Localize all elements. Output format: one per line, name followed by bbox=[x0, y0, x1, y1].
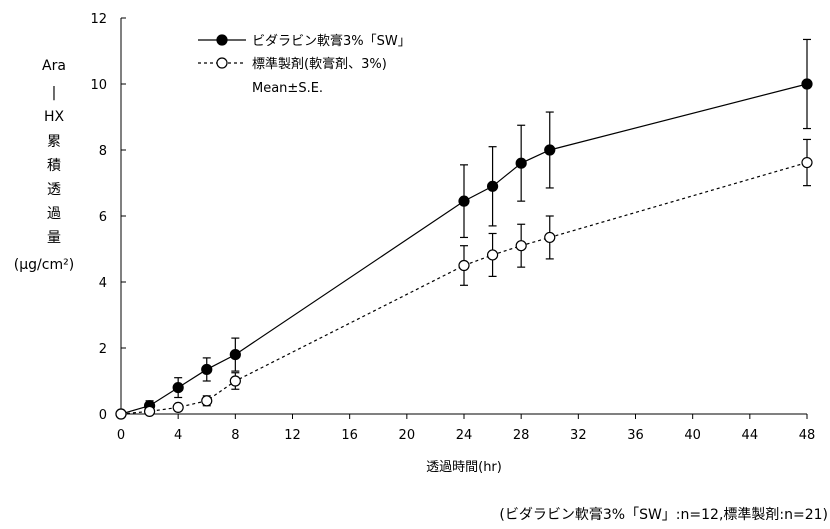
x-tick-label: 28 bbox=[513, 428, 530, 443]
x-tick-label: 16 bbox=[341, 428, 358, 443]
data-point bbox=[201, 363, 213, 376]
y-axis-label-part: Ara bbox=[42, 58, 66, 74]
x-tick-label: 24 bbox=[456, 428, 473, 443]
data-point bbox=[172, 401, 184, 413]
y-tick-label: 6 bbox=[99, 210, 107, 225]
data-point bbox=[115, 408, 127, 420]
series-line bbox=[120, 161, 808, 415]
x-tick-label: 48 bbox=[799, 428, 816, 443]
x-tick-label: 12 bbox=[284, 428, 301, 443]
y-axis-label-part: 量 bbox=[47, 230, 61, 246]
legend-marker bbox=[216, 57, 228, 69]
data-point bbox=[172, 382, 184, 394]
data-point bbox=[801, 78, 813, 90]
data-point bbox=[229, 349, 241, 361]
y-axis-label-part: 過 bbox=[47, 206, 61, 222]
data-point bbox=[229, 375, 241, 387]
legend: ビダラビン軟膏3%「SW」標準製剤(軟膏剤、3%) Mean±S.E. bbox=[198, 33, 411, 96]
footnote: (ビダラビン軟膏3%「SW」:n=12,標準製剤:n=21) bbox=[499, 506, 828, 523]
y-tick-label: 12 bbox=[90, 12, 107, 27]
legend-marker bbox=[216, 34, 228, 46]
x-axis-label: 透過時間(hr) bbox=[426, 460, 502, 475]
data-point bbox=[458, 195, 470, 207]
data-point bbox=[544, 144, 556, 156]
series-1 bbox=[115, 38, 813, 420]
legend-label: 標準製剤(軟膏剤、3%) bbox=[252, 56, 387, 72]
data-point bbox=[458, 259, 470, 272]
y-axis-label-part: 積 bbox=[47, 158, 61, 174]
y-tick-label: 10 bbox=[90, 78, 107, 93]
y-axis-label-part: (μg/cm²) bbox=[14, 257, 74, 273]
x-tick-label: 32 bbox=[570, 428, 587, 443]
y-axis-label-part: HX bbox=[44, 109, 65, 125]
y-tick-label: 8 bbox=[99, 144, 107, 159]
y-axis-label-part: | bbox=[52, 85, 57, 101]
series-layer bbox=[115, 38, 813, 420]
data-point bbox=[515, 157, 527, 169]
y-tick-label: 4 bbox=[99, 276, 107, 291]
legend-note: Mean±S.E. bbox=[252, 81, 323, 96]
y-axis-label-part: 累 bbox=[47, 134, 61, 150]
y-axis-label-part: 透 bbox=[47, 182, 61, 198]
x-tick-label: 36 bbox=[627, 428, 644, 443]
x-tick-label: 8 bbox=[231, 428, 239, 443]
data-point bbox=[801, 156, 813, 169]
x-tick-label: 20 bbox=[399, 428, 416, 443]
legend-label: ビダラビン軟膏3%「SW」 bbox=[252, 33, 411, 49]
x-tick-label: 4 bbox=[174, 428, 182, 443]
data-point bbox=[486, 249, 499, 261]
y-tick-label: 2 bbox=[99, 342, 107, 357]
data-point bbox=[544, 231, 556, 244]
data-point bbox=[515, 240, 527, 252]
y-tick-label: 0 bbox=[99, 408, 107, 423]
data-point bbox=[486, 180, 499, 192]
x-tick-label: 44 bbox=[742, 428, 759, 443]
series-line bbox=[120, 83, 808, 415]
x-tick-label: 0 bbox=[117, 428, 125, 443]
x-tick-label: 40 bbox=[684, 428, 701, 443]
data-point bbox=[143, 405, 156, 417]
data-point bbox=[201, 395, 213, 407]
series-2 bbox=[115, 138, 813, 420]
